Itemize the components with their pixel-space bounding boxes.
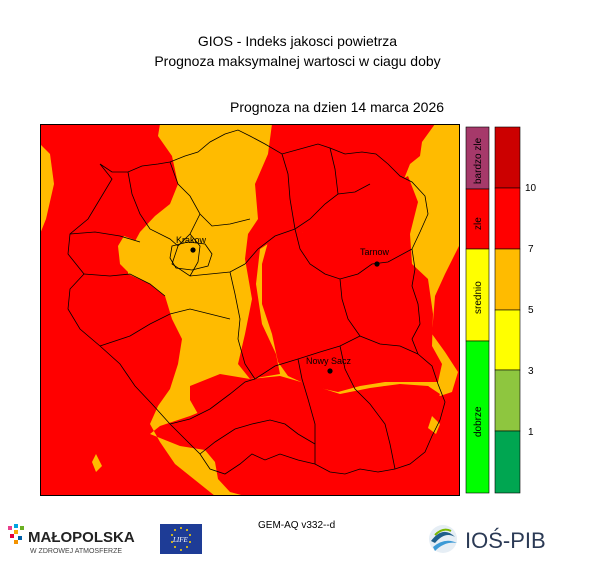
bad-zone-south	[190, 374, 440, 446]
map-frame	[40, 124, 460, 496]
ios-pib-logo-text: IOŚ-PIB	[465, 528, 546, 553]
legend-scale-band-4	[494, 309, 521, 371]
district-line-5	[83, 273, 166, 297]
eu-life-logo: LIFE	[160, 524, 202, 554]
district-line-3	[127, 171, 179, 247]
city-label-nowy-sacz: Nowy Sacz	[306, 356, 352, 366]
voivodeship-border	[67, 129, 446, 475]
malopolska-emblem-icon	[8, 524, 24, 544]
legend-label-bardzo-zle: bardzo zle	[473, 137, 484, 184]
district-line-11	[254, 335, 361, 380]
legend-label-srednio: srednio	[473, 281, 484, 314]
malopolska-logo-text: MAŁOPOLSKA	[28, 529, 135, 546]
ios-pib-emblem-icon	[429, 525, 457, 553]
city-krakow: Krakow	[176, 235, 207, 253]
district-line-17	[281, 153, 296, 230]
bad-zone-east	[262, 176, 442, 392]
district-line-16	[329, 147, 339, 195]
malopolska-logo: MAŁOPOLSKA W ZDROWEJ ATMOSFERZE	[8, 524, 135, 555]
air-quality-map: Krakow Tarnow Nowy Sacz	[40, 124, 460, 496]
legend-scale	[494, 126, 521, 494]
district-line-12	[297, 358, 316, 464]
forecast-date: Prognoza na dzien 14 marca 2026	[230, 99, 445, 115]
eu-stars-icon	[171, 527, 191, 551]
model-version: GEM-AQ v332--d	[258, 520, 336, 531]
legend-value-5: 5	[528, 305, 534, 316]
legend-value-7: 7	[528, 244, 534, 255]
district-line-2	[171, 213, 246, 277]
district-line-18	[189, 233, 201, 277]
district-line-7	[229, 271, 256, 380]
legend-scale-band-1	[494, 126, 521, 189]
moderate-edge-left	[40, 144, 54, 234]
legend-cat-dobrze	[465, 340, 490, 494]
map-subtitle: Prognoza maksymalnej wartosci w ciagu do…	[154, 53, 441, 69]
ios-pib-logo: IOŚ-PIB	[429, 525, 546, 553]
district-line-13	[339, 345, 396, 470]
legend: bardzo zle zle srednio dobrze 10 7 5 3 1	[465, 126, 537, 494]
legend-scale-band-3	[494, 248, 521, 311]
district-line-4	[69, 231, 141, 243]
legend-scale-band-6	[494, 430, 521, 494]
legend-value-3: 3	[528, 366, 534, 377]
city-nowy-sacz: Nowy Sacz	[306, 356, 352, 374]
moderate-spot-east	[428, 416, 440, 434]
legend-value-1: 1	[528, 427, 534, 438]
moderate-spot-south	[176, 376, 190, 400]
district-line-8	[244, 183, 371, 265]
bad-zones	[40, 176, 442, 446]
admin-borders	[67, 129, 446, 475]
malopolska-logo-subtext: W ZDROWEJ ATMOSFERZE	[30, 548, 122, 555]
map-title: GIOS - Indeks jakosci powietrza	[197, 33, 398, 49]
bad-zone-west	[40, 234, 158, 440]
legend-label-dobrze: dobrze	[473, 406, 484, 437]
legend-value-10: 10	[525, 183, 537, 194]
eu-life-text: LIFE	[172, 536, 189, 544]
legend-label-zle: zle	[473, 217, 484, 230]
district-line-14	[169, 378, 256, 425]
city-tarnow: Tarnow	[360, 247, 390, 267]
legend-scale-band-2	[494, 187, 521, 250]
moderate-spot-sw	[92, 454, 102, 472]
district-line-15	[199, 419, 316, 455]
legend-scale-band-5	[494, 369, 521, 432]
moderate-spot-west	[118, 236, 142, 274]
city-label-tarnow: Tarnow	[360, 247, 390, 257]
krakow-city-boundary	[169, 241, 213, 271]
city-label-krakow: Krakow	[176, 235, 207, 245]
district-line-6	[99, 308, 231, 347]
